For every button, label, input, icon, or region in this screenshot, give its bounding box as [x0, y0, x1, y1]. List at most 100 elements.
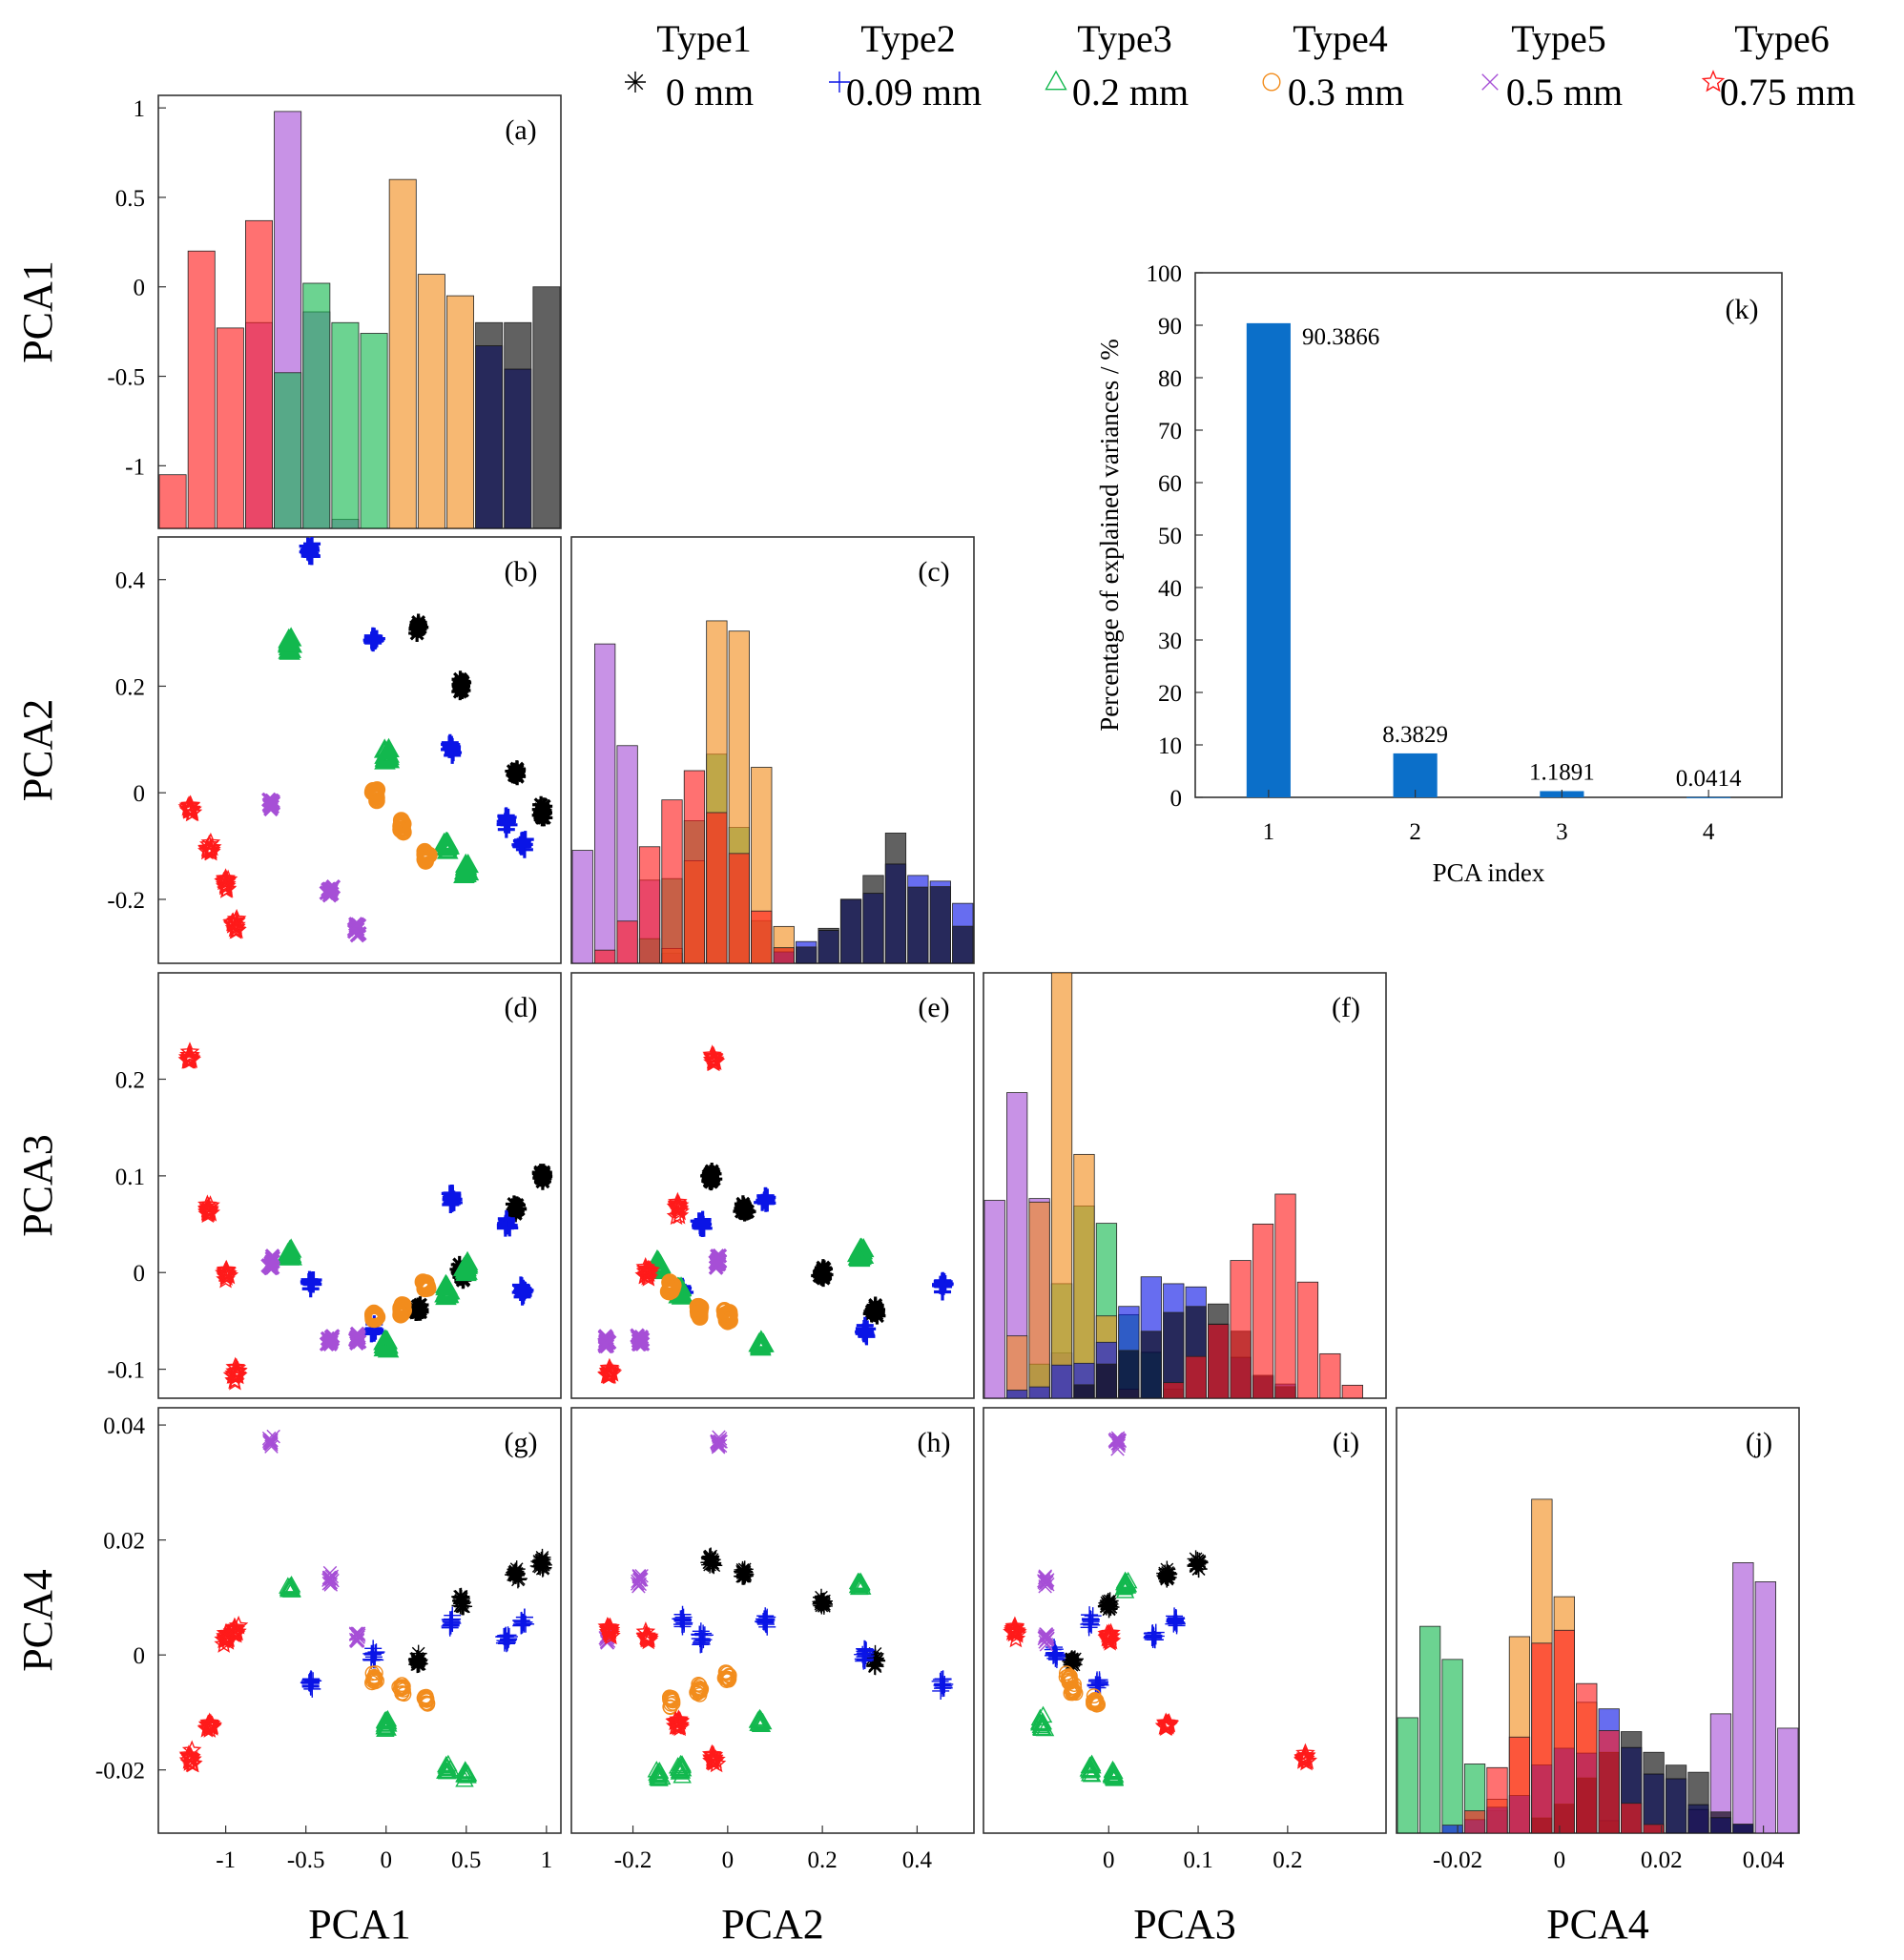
type3-marker — [652, 1767, 672, 1785]
x-axis-label-pca4: PCA4 — [1546, 1901, 1649, 1948]
histogram-bar — [187, 250, 216, 528]
type6-marker — [668, 1196, 688, 1216]
histogram-bar — [683, 770, 706, 963]
histogram-bar — [1732, 1824, 1754, 1833]
x-axis-label-pca2: PCA2 — [721, 1901, 824, 1948]
variance-value-label: 8.3829 — [1382, 722, 1448, 748]
panel-content — [597, 1430, 954, 1786]
type2-marker — [755, 1191, 774, 1209]
histogram-bar — [245, 219, 273, 528]
type2-marker — [497, 820, 515, 838]
type1-marker — [451, 675, 469, 693]
panel-letter: (c) — [918, 556, 949, 588]
type6-marker — [703, 1050, 723, 1069]
x-tick-label: 0.5 — [451, 1847, 481, 1873]
histogram-bar — [1274, 1193, 1296, 1398]
type2-marker — [932, 1670, 950, 1688]
x-tick-label: 0.1 — [1183, 1847, 1212, 1873]
type5-marker — [1108, 1432, 1124, 1447]
type1-marker — [507, 1564, 526, 1582]
type4-marker — [691, 1305, 709, 1322]
type5-marker — [266, 1429, 280, 1444]
type4-marker — [418, 1692, 434, 1708]
type6-marker — [669, 1200, 690, 1219]
type6-marker — [1100, 1632, 1121, 1651]
k-x-tick-label: 2 — [1409, 819, 1421, 845]
panel-f: (f) — [983, 972, 1387, 1399]
y-tick-label: 0.4 — [115, 568, 146, 594]
type2-marker — [1091, 1676, 1109, 1694]
type5-marker — [708, 1254, 724, 1270]
legend-entry-type5: Type5 0.5 mm — [1481, 17, 1623, 113]
histogram-bar — [417, 274, 445, 528]
variance-value-label: 1.1891 — [1529, 759, 1595, 785]
type1-marker — [815, 1597, 833, 1615]
type3-marker — [278, 635, 300, 656]
type2-marker — [516, 1608, 533, 1626]
histogram-bar — [1777, 1727, 1799, 1833]
type2-marker — [497, 1209, 515, 1228]
type2-marker — [513, 834, 531, 852]
histogram-bar — [983, 1200, 1005, 1398]
type5-marker — [323, 1578, 339, 1592]
type2-marker — [756, 1616, 775, 1634]
panel-k: (k) 0 10 20 30 40 50 60 70 80 90 100 1 90.3866 2 8.3829… — [1095, 261, 1783, 887]
legend-size-label: 0.5 mm — [1506, 71, 1623, 113]
panel-j: (j) -0.02 0 0.02 0.04 — [1396, 1407, 1800, 1873]
histogram-bar — [1118, 1350, 1140, 1398]
y-tick-label: -0.02 — [95, 1759, 145, 1785]
histogram-bar — [1441, 1825, 1463, 1833]
panel-frame — [570, 972, 975, 1399]
type3-marker — [1031, 1713, 1050, 1730]
type4-marker — [395, 1302, 413, 1319]
type4-marker — [394, 1677, 410, 1693]
type3-marker — [437, 1757, 457, 1774]
x-tick-label: 0.2 — [808, 1847, 838, 1873]
type2-marker — [855, 1323, 873, 1341]
type6-marker — [1156, 1713, 1177, 1733]
type3-marker — [455, 1765, 474, 1783]
histogram-bar — [1006, 1335, 1028, 1398]
y-axis-label-pca1: PCA1 — [14, 260, 61, 363]
y-axis-label-pca2: PCA2 — [14, 699, 61, 802]
histogram-bar — [1687, 1771, 1709, 1833]
type1-marker — [1187, 1558, 1205, 1576]
type6-marker — [226, 1361, 246, 1381]
type1-marker — [868, 1652, 886, 1670]
type2-marker — [693, 1635, 711, 1653]
type4-marker — [369, 1673, 384, 1689]
variance-value-label: 90.3866 — [1302, 324, 1379, 350]
histogram-bar — [728, 853, 750, 963]
type1-marker — [814, 1259, 832, 1277]
type1-marker — [505, 1195, 523, 1213]
histogram-bar — [952, 925, 974, 963]
panel-letter: (j) — [1746, 1427, 1772, 1458]
type6-marker — [216, 1261, 236, 1280]
type2-marker — [362, 1650, 380, 1668]
x-tick-label: 0 — [1554, 1847, 1566, 1873]
type4-marker — [395, 823, 412, 841]
type3-marker — [374, 1329, 397, 1349]
histogram-bar — [302, 282, 331, 528]
type3-marker — [279, 1239, 301, 1259]
histogram-bar — [817, 927, 839, 963]
x-tick-label: -1 — [216, 1847, 236, 1873]
type1-marker — [1066, 1650, 1084, 1668]
type1-marker — [813, 1268, 831, 1286]
histogram-bar — [1028, 1201, 1050, 1398]
type2-marker — [301, 1674, 320, 1692]
type5-marker — [597, 1336, 612, 1352]
panel-content — [158, 111, 561, 528]
type6-marker — [179, 1752, 200, 1771]
k-x-tick-label: 1 — [1263, 819, 1275, 845]
k-y-tick-label: 0 — [1170, 786, 1183, 812]
type4-marker — [1090, 1697, 1107, 1713]
type5-marker — [1041, 1573, 1055, 1587]
type1-marker — [534, 1556, 552, 1574]
type6-marker — [198, 1200, 219, 1220]
type3-marker — [1118, 1571, 1138, 1589]
panel-letter: (d) — [505, 992, 538, 1023]
panel-frame — [157, 536, 562, 964]
type6-marker — [1293, 1747, 1314, 1766]
histogram-bar — [504, 321, 532, 528]
